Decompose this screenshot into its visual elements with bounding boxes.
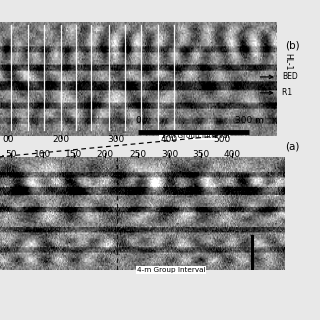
Text: 300: 300 bbox=[108, 135, 125, 144]
Text: 150: 150 bbox=[65, 150, 83, 159]
Text: 00: 00 bbox=[3, 135, 14, 144]
Text: HL-1: HL-1 bbox=[284, 53, 293, 71]
Text: (b): (b) bbox=[285, 40, 300, 50]
Text: 200: 200 bbox=[52, 135, 69, 144]
Text: 250: 250 bbox=[130, 150, 147, 159]
Text: (a): (a) bbox=[285, 142, 300, 152]
Text: 4-m Group Interval: 4-m Group Interval bbox=[137, 267, 205, 273]
Text: 350: 350 bbox=[192, 150, 209, 159]
Text: 100: 100 bbox=[34, 150, 51, 159]
Text: 200: 200 bbox=[97, 150, 114, 159]
Text: 300: 300 bbox=[161, 150, 178, 159]
Text: 300 m: 300 m bbox=[235, 116, 264, 125]
Text: R1: R1 bbox=[282, 88, 295, 97]
Text: 0: 0 bbox=[135, 116, 141, 125]
Text: 100 m: 100 m bbox=[61, 165, 90, 174]
Text: BED: BED bbox=[282, 72, 298, 81]
Text: 50: 50 bbox=[6, 150, 17, 159]
Text: 400: 400 bbox=[160, 135, 177, 144]
Text: 400: 400 bbox=[224, 150, 241, 159]
Text: 1-m Group Interval: 1-m Group Interval bbox=[161, 132, 229, 139]
Text: 500: 500 bbox=[213, 135, 230, 144]
